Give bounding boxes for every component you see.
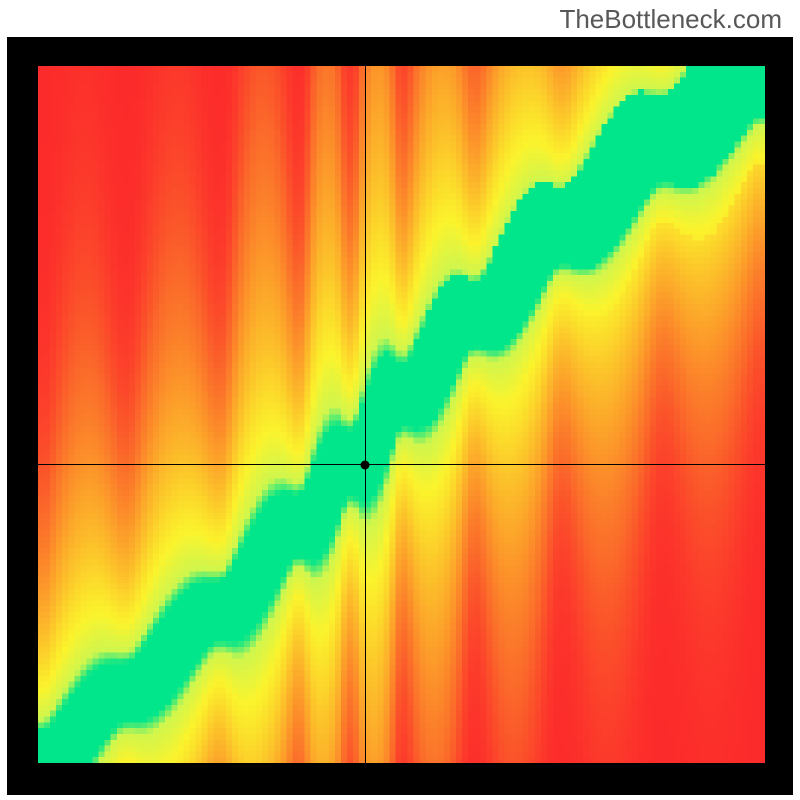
heatmap-canvas xyxy=(38,66,765,763)
root: { "watermark": { "text": "TheBottleneck.… xyxy=(0,0,800,800)
marker-dot xyxy=(361,460,370,469)
crosshair-horizontal xyxy=(38,464,765,465)
watermark-text: TheBottleneck.com xyxy=(559,4,782,35)
crosshair-vertical xyxy=(365,66,366,763)
